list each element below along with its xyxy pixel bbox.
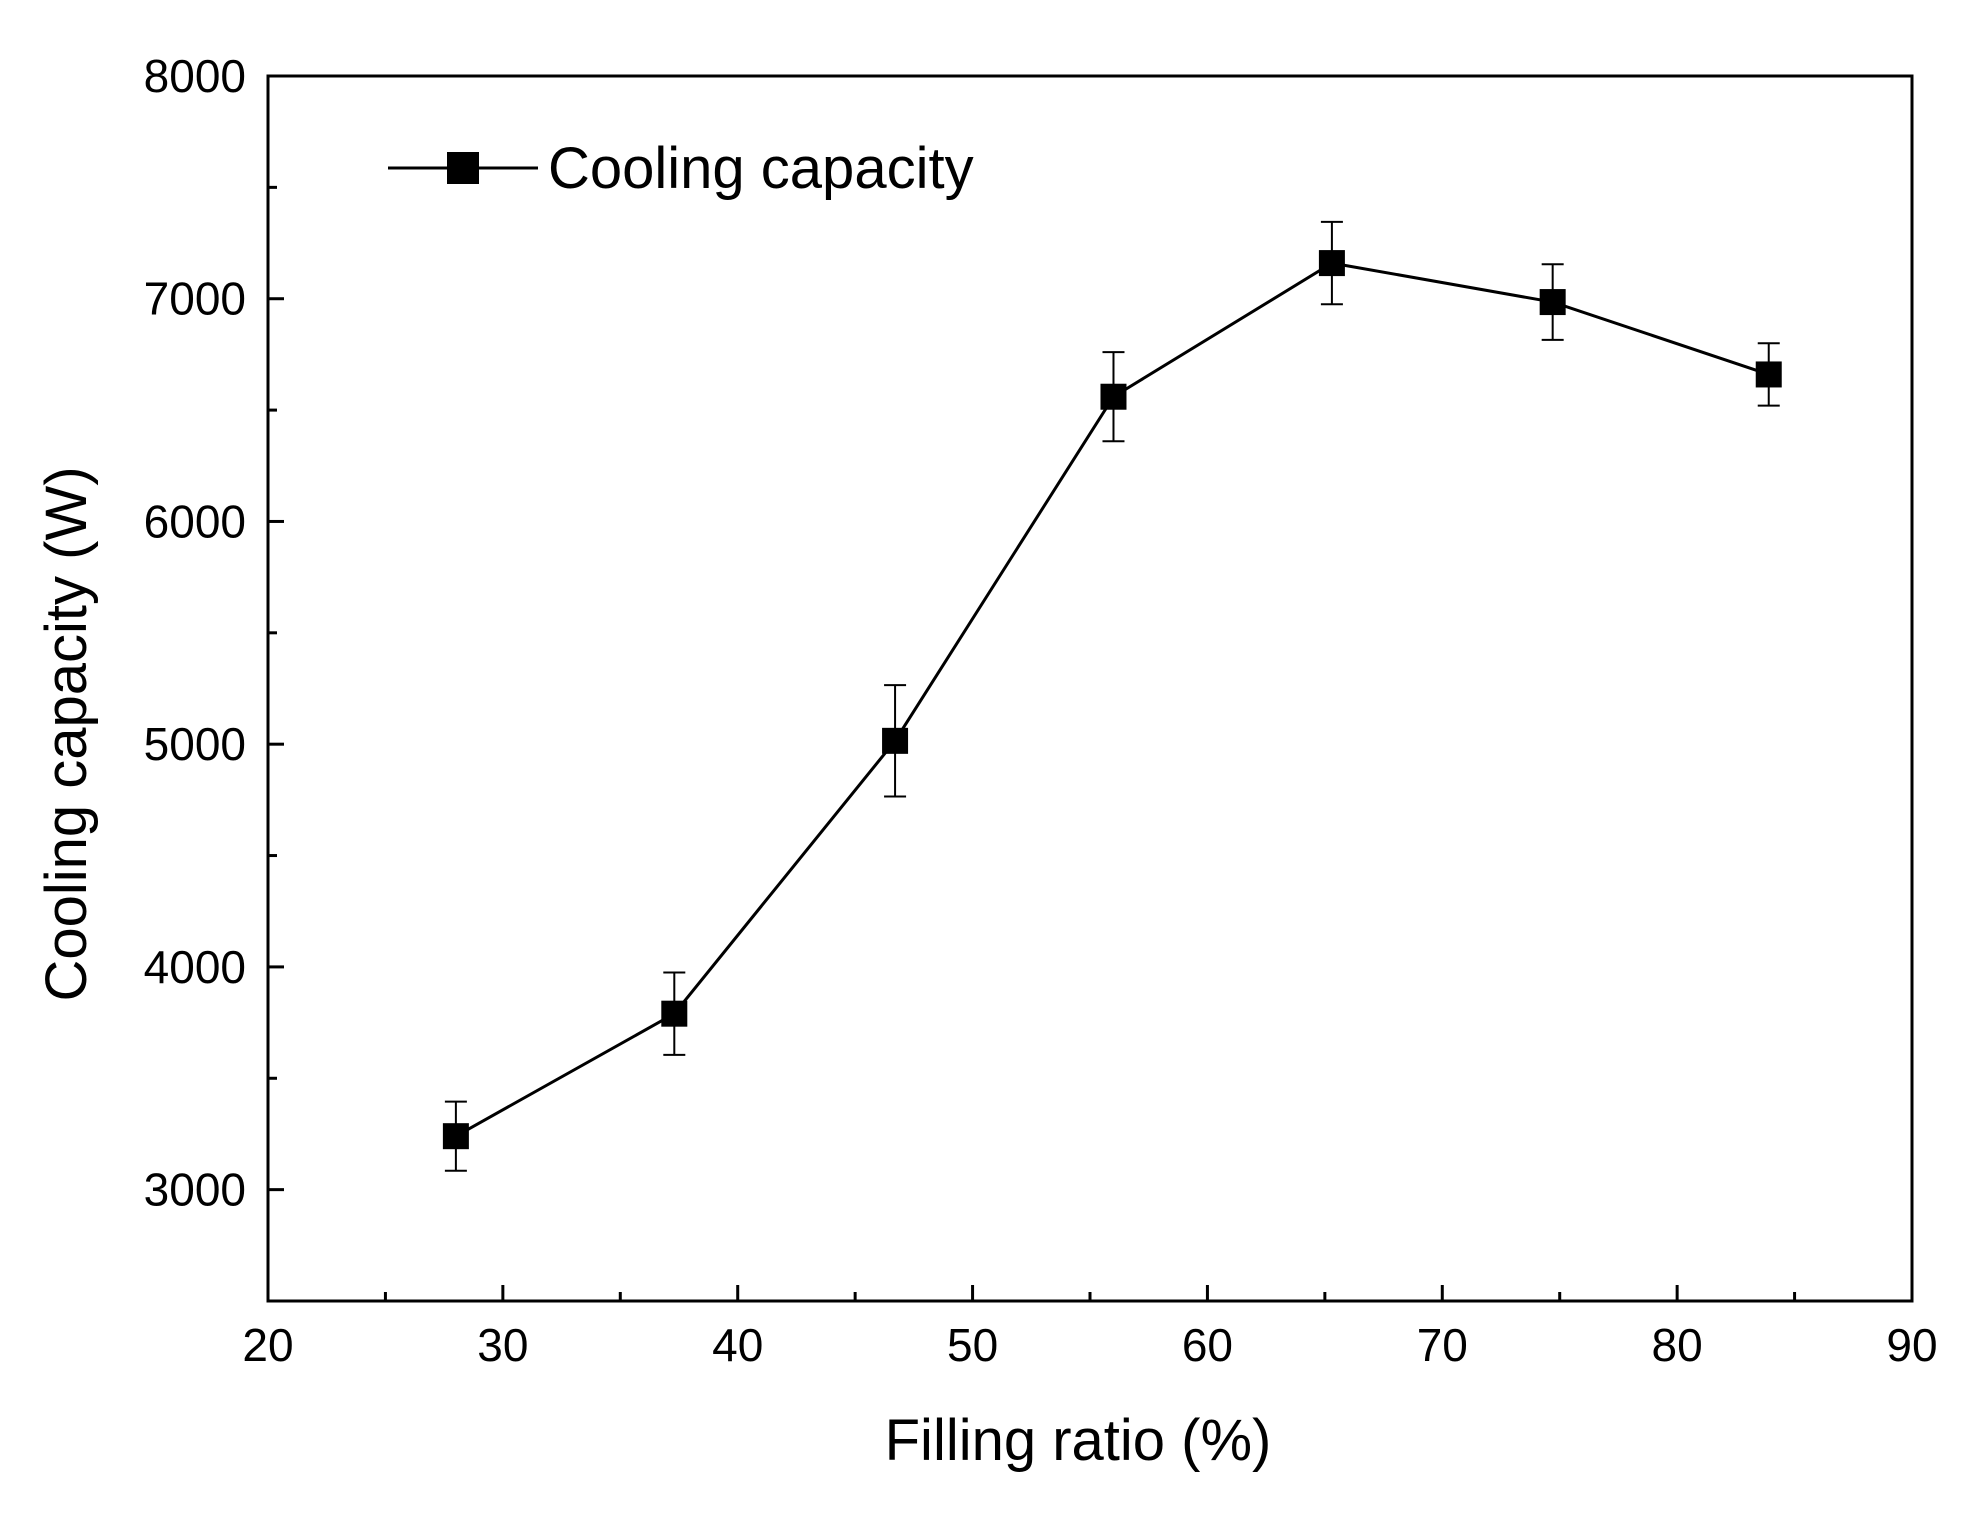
y-tick-label: 8000 bbox=[144, 50, 246, 102]
series bbox=[442, 220, 1782, 1172]
x-tick-label: 80 bbox=[1652, 1319, 1703, 1371]
data-point bbox=[661, 1000, 688, 1027]
x-tick-label: 30 bbox=[477, 1319, 528, 1371]
data-point bbox=[882, 727, 909, 754]
data-point bbox=[1318, 250, 1345, 277]
y-axis-title: Cooling capacity (W) bbox=[34, 466, 99, 1001]
plot-frame bbox=[266, 74, 1914, 1303]
x-tick-label: 90 bbox=[1886, 1319, 1937, 1371]
data-point bbox=[1755, 361, 1782, 388]
x-tick-label: 20 bbox=[242, 1319, 293, 1371]
y-tick-label: 3000 bbox=[144, 1164, 246, 1216]
y-tick-label: 7000 bbox=[144, 273, 246, 325]
y-tick-label: 5000 bbox=[144, 718, 246, 770]
data-point bbox=[442, 1123, 469, 1150]
x-tick-label: 60 bbox=[1182, 1319, 1233, 1371]
legend-marker-square bbox=[447, 152, 479, 184]
legend: Cooling capacity bbox=[388, 136, 974, 201]
x-tick-label: 40 bbox=[712, 1319, 763, 1371]
x-tick-label: 70 bbox=[1417, 1319, 1468, 1371]
data-point bbox=[1100, 383, 1127, 410]
ticks: 20 30 40 50 60 70 80 90 3000 4000 5000 6000 7000 8000 bbox=[144, 50, 1938, 1371]
data-point bbox=[1539, 289, 1566, 316]
y-tick-label: 6000 bbox=[144, 495, 246, 547]
y-tick-label: 4000 bbox=[144, 941, 246, 993]
x-tick-label: 50 bbox=[947, 1319, 998, 1371]
x-axis-title: Filling ratio (%) bbox=[885, 1408, 1272, 1473]
legend-label: Cooling capacity bbox=[548, 136, 974, 201]
axes bbox=[266, 74, 1914, 1303]
